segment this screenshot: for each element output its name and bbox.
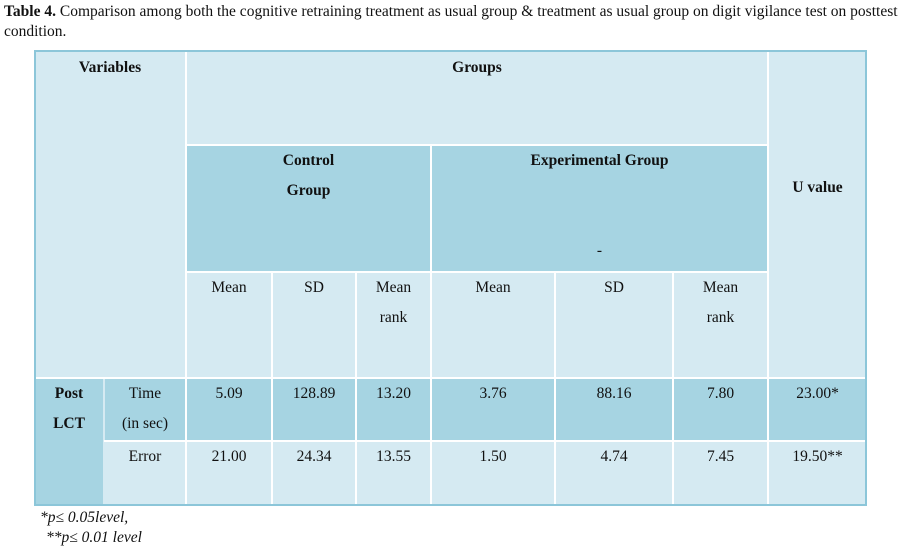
time-exp-sd: 88.16 bbox=[596, 385, 632, 402]
post-lct-band bbox=[34, 441, 104, 506]
grid-line bbox=[767, 50, 769, 506]
error-control-sd: 24.34 bbox=[296, 448, 332, 465]
control-rank-header: Mean rank bbox=[375, 279, 412, 326]
grid-line bbox=[186, 271, 768, 273]
grid-line bbox=[34, 377, 867, 379]
footnote-p05: *p≤ 0.05level, bbox=[40, 509, 129, 526]
table-caption: Table 4. Comparison among both the cogni… bbox=[4, 2, 904, 42]
exp-rank-header: Mean rank bbox=[702, 279, 739, 326]
error-control-mean: 21.00 bbox=[211, 448, 247, 465]
error-exp-mean: 1.50 bbox=[479, 448, 507, 465]
time-u-value: 23.00* bbox=[796, 385, 839, 402]
exp-mean-header: Mean bbox=[475, 279, 511, 296]
u-value-header: U value bbox=[792, 179, 843, 196]
time-control-sd: 128.89 bbox=[292, 385, 336, 402]
footnote-p01: **p≤ 0.01 level bbox=[46, 529, 142, 546]
experimental-dash: - bbox=[596, 242, 603, 259]
grid-line bbox=[186, 144, 768, 146]
grid-line bbox=[104, 440, 867, 442]
time-exp-rank: 7.80 bbox=[706, 385, 735, 402]
grid-line bbox=[185, 50, 187, 506]
subgroup-header-band bbox=[186, 145, 768, 272]
variables-header: Variables bbox=[78, 59, 142, 76]
control-group-header: Control Group bbox=[282, 152, 335, 199]
grid-line bbox=[103, 378, 105, 506]
time-row-band bbox=[34, 378, 867, 441]
comparison-table: Variables Groups Control Group Experimen… bbox=[34, 50, 867, 506]
experimental-group-header: Experimental Group bbox=[530, 152, 669, 169]
time-label: Time (in sec) bbox=[121, 385, 169, 432]
grid-line bbox=[672, 272, 674, 506]
caption-text: Comparison among both the cognitive retr… bbox=[4, 3, 898, 40]
error-control-rank: 13.55 bbox=[376, 448, 411, 465]
error-label: Error bbox=[128, 448, 162, 465]
grid-line bbox=[554, 272, 556, 506]
error-exp-rank: 7.45 bbox=[706, 448, 735, 465]
control-sd-header: SD bbox=[304, 279, 324, 296]
exp-sd-header: SD bbox=[604, 279, 624, 296]
time-exp-mean: 3.76 bbox=[479, 385, 507, 402]
post-lct-label: Post LCT bbox=[53, 385, 85, 432]
error-exp-sd: 4.74 bbox=[600, 448, 628, 465]
grid-line bbox=[355, 272, 357, 506]
caption-label: Table 4. bbox=[4, 3, 56, 20]
groups-header: Groups bbox=[452, 59, 502, 76]
time-control-rank: 13.20 bbox=[376, 385, 411, 402]
time-control-mean: 5.09 bbox=[215, 385, 243, 402]
grid-line bbox=[430, 145, 432, 506]
control-mean-header: Mean bbox=[211, 279, 247, 296]
error-u-value: 19.50** bbox=[792, 448, 843, 465]
grid-line bbox=[271, 272, 273, 506]
